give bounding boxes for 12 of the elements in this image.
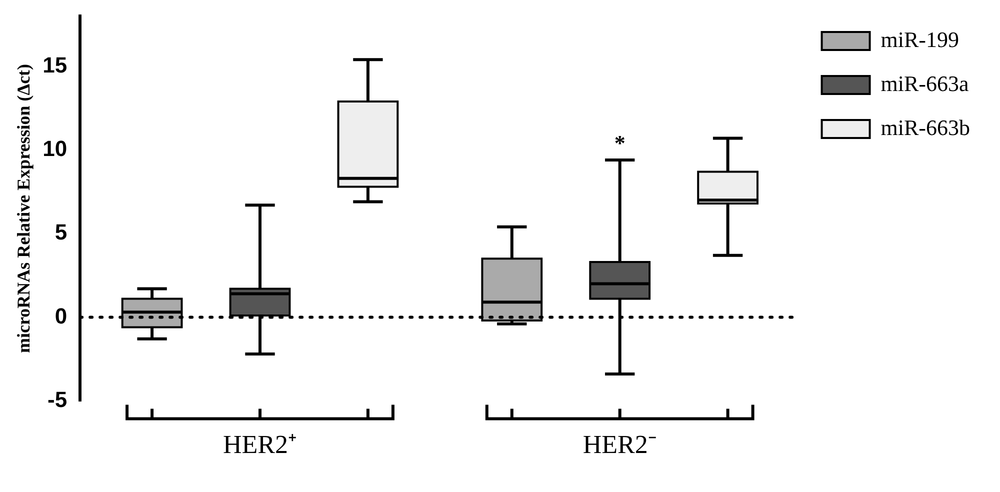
y-tick-label: 5	[54, 220, 68, 245]
y-tick-label: 0	[54, 303, 68, 328]
y-tick-label: 10	[42, 136, 68, 162]
annotation: *	[614, 130, 626, 156]
x-tick-label: HER2⁺	[222, 430, 297, 460]
legend-label: miR-199	[880, 26, 960, 52]
y-tick-label: 15	[42, 52, 68, 78]
x-tick-label: HER2⁻	[582, 430, 657, 460]
y-axis-title: microRNAs Relative Expression (Δct)	[13, 64, 34, 354]
legend-label: miR-663a	[880, 70, 969, 96]
y-tick-label: -5	[48, 386, 68, 412]
legend-label: miR-663b	[880, 114, 970, 140]
